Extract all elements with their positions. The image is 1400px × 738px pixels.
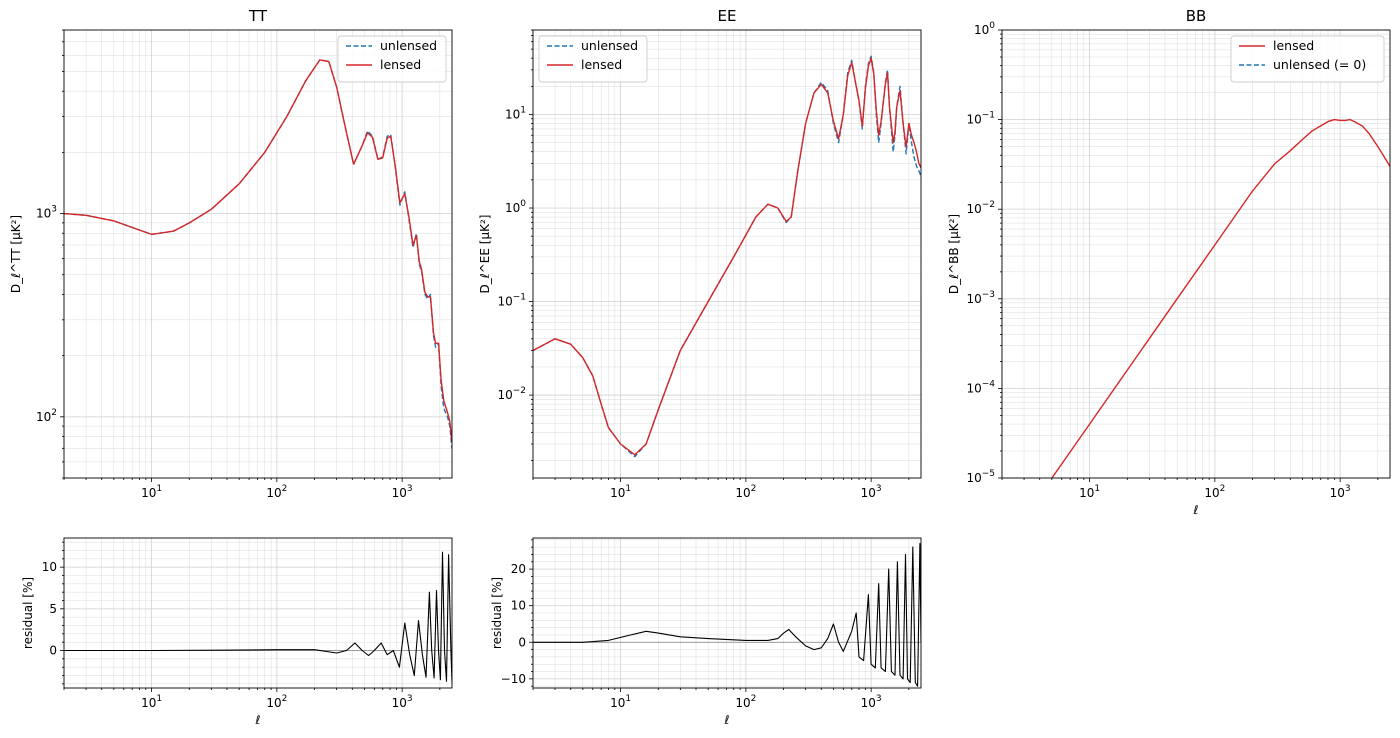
x-tick-label: 101	[610, 484, 631, 500]
grid	[529, 29, 921, 482]
y-tick-label: 101	[505, 105, 526, 121]
axes-frame	[532, 29, 922, 479]
x-tick-label: 102	[1204, 484, 1225, 500]
y-tick-label: 10−2	[966, 200, 995, 216]
series-line-residual	[64, 551, 452, 683]
x-axis-label: ℓ	[724, 713, 730, 727]
x-tick-label: 102	[735, 484, 756, 500]
y-tick-label: 10−1	[966, 111, 995, 127]
axes-frame	[1001, 29, 1391, 479]
x-tick-label: 103	[392, 484, 413, 500]
legend-frame	[1230, 35, 1385, 83]
series-line-unlensed	[64, 59, 452, 449]
series-group	[64, 551, 452, 683]
x-tick-label: 103	[861, 484, 882, 500]
y-tick-label: 10−3	[966, 290, 995, 306]
x-tick-label: 103	[1330, 484, 1351, 500]
y-tick-label: 100	[505, 199, 526, 215]
y-axis-label: residual [%]	[490, 577, 504, 649]
legend-label: unlensed	[380, 38, 437, 53]
series-group	[1051, 118, 1390, 478]
grid	[529, 538, 921, 692]
panel-tt: 101 102 103 102 103 TT D_ℓ^TT [μK²] unlensed len…	[9, 7, 453, 500]
axes-frame	[63, 29, 453, 479]
y-tick-label: 20	[511, 562, 526, 576]
y-tick-label: 10−2	[497, 386, 526, 402]
axes-frame	[532, 537, 922, 689]
x-tick-label: 102	[266, 694, 287, 710]
legend-label: lensed	[1273, 38, 1314, 53]
x-tick-label: 103	[392, 694, 413, 710]
x-axis-label: ℓ	[1193, 503, 1199, 517]
y-tick-label: 0	[518, 635, 526, 649]
panel-ee-residual: 101 102 103 −10 0 10 20 ℓ residual [%]	[490, 537, 922, 727]
series-group	[533, 55, 921, 458]
legend: lensed unlensed (= 0)	[1230, 35, 1385, 83]
x-tick-label: 101	[141, 484, 162, 500]
x-tick-label: 102	[735, 694, 756, 710]
panel-title: BB	[1186, 7, 1207, 25]
series-line-lensed	[64, 59, 452, 443]
y-tick-label: 10	[42, 560, 57, 574]
x-axis-label: ℓ	[255, 713, 261, 727]
x-tick-label: 101	[610, 694, 631, 710]
panel-title: EE	[718, 7, 737, 25]
x-tick-label: 102	[266, 484, 287, 500]
y-axis-label: D_ℓ^BB [μK²]	[947, 214, 961, 294]
series-line-lensed	[1051, 118, 1390, 478]
y-axis-label: residual [%]	[21, 577, 35, 649]
legend: unlensed lensed	[337, 35, 447, 83]
y-tick-label: 10−5	[966, 469, 995, 485]
y-tick-label: 5	[49, 602, 57, 616]
grid	[998, 29, 1390, 482]
y-tick-label: 102	[36, 408, 57, 424]
legend-label: unlensed	[581, 38, 638, 53]
series-line-residual	[533, 542, 921, 687]
grid	[60, 29, 452, 482]
y-tick-label: −10	[501, 672, 526, 686]
panel-title: TT	[248, 7, 268, 25]
panel-tt-residual: 101 102 103 0 5 10 ℓ residual [%]	[21, 537, 453, 727]
legend-label: lensed	[380, 57, 421, 72]
y-axis-label: D_ℓ^TT [μK²]	[9, 215, 23, 293]
x-tick-label: 101	[141, 694, 162, 710]
panel-ee: 101 102 103 10−2 10−1 100 101 EE D_ℓ^EE [μK²] unl…	[478, 7, 922, 500]
y-tick-label: 100	[974, 21, 995, 37]
y-tick-label: 0	[49, 644, 57, 658]
panel-bb: 101 102 103 10−5 10−4 10−3 10−2 10−1 100 BB ℓ D_ℓ^B…	[947, 7, 1391, 517]
legend-label: lensed	[581, 57, 622, 72]
series-group	[533, 542, 921, 687]
y-axis-label: D_ℓ^EE [μK²]	[478, 215, 492, 294]
grid	[60, 538, 452, 692]
x-tick-label: 103	[861, 694, 882, 710]
y-tick-label: 10−4	[966, 379, 995, 395]
series-group	[64, 59, 452, 449]
legend-frame	[538, 35, 648, 83]
legend-label: unlensed (= 0)	[1273, 57, 1366, 72]
y-tick-label: 10	[511, 599, 526, 613]
y-tick-label: 10−1	[497, 293, 526, 309]
legend: unlensed lensed	[538, 35, 648, 83]
series-line-lensed	[533, 57, 921, 456]
x-tick-label: 101	[1079, 484, 1100, 500]
axes-frame	[63, 537, 453, 689]
legend-frame	[337, 35, 447, 83]
y-tick-label: 103	[36, 205, 57, 221]
